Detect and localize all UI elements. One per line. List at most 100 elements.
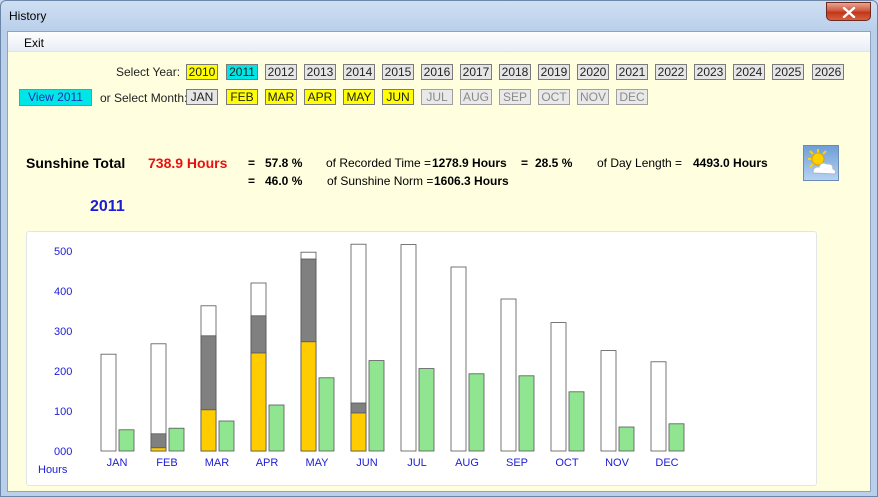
norm-bar-feb [168,427,185,452]
eq-sign-1: = [248,156,256,170]
pct-norm: 46.0 % [265,174,303,188]
eq-sign-3: = [248,174,256,188]
norm-bar-aug [468,373,485,452]
eq-sign-2: = [521,156,529,170]
month-button-sep: SEP [499,89,531,105]
select-month-label: or Select Month: [100,91,188,105]
month-button-nov: NOV [577,89,609,105]
chart-canvas: 000 100 200 300 400 500 Hours JAN FEB MAR APR MAY JU… [38,243,685,476]
norm-bar-jun [368,360,385,452]
x-tick-label-aug: AUG [455,457,479,469]
norm-label: of Sunshine Norm = [327,174,434,188]
year-button-2012[interactable]: 2012 [265,64,297,80]
close-icon [842,7,856,18]
y-axis-label: Hours [38,464,68,476]
year-button-2015[interactable]: 2015 [382,64,414,80]
month-button-jan[interactable]: JAN [186,89,218,105]
daylength-bar-aug [450,266,467,452]
year-button-2021[interactable]: 2021 [616,64,648,80]
x-tick-label-nov: NOV [605,457,630,469]
x-tick-label-dec: DEC [655,457,678,469]
y-tick-label-200: 200 [54,366,72,378]
month-button-jun[interactable]: JUN [382,89,414,105]
x-tick-label-may: MAY [305,457,329,469]
year-button-2013[interactable]: 2013 [304,64,336,80]
title-bar[interactable]: History [1,1,877,31]
year-button-2019[interactable]: 2019 [538,64,570,80]
sunshine-bar-may [300,341,317,452]
norm-bar-jan [118,429,135,452]
recorded-hours: 1278.9 Hours [432,156,507,170]
daylength-bar-dec [650,361,667,452]
month-button-mar[interactable]: MAR [265,89,297,105]
month-button-jul: JUL [421,89,453,105]
norm-bar-apr [268,404,285,452]
month-button-aug: AUG [460,89,492,105]
norm-bar-mar [218,420,235,452]
recorded-label: of Recorded Time = [326,156,432,170]
view-year-button[interactable]: View 2011 [19,89,92,106]
year-button-2022[interactable]: 2022 [655,64,687,80]
norm-bar-may [318,377,335,452]
year-button-2011[interactable]: 2011 [226,64,258,80]
daylength-bar-nov [600,350,617,452]
partly-sunny-icon[interactable] [803,145,839,181]
y-tick-label-100: 100 [54,406,72,418]
sunshine-chart: 000 100 200 300 400 500 Hours JAN FEB MAR APR MAY JU… [26,231,817,486]
year-button-2026[interactable]: 2026 [812,64,844,80]
client-area: Exit Select Year: 2010 2011 2012 2013 2014 20… [7,31,871,492]
year-button-2025[interactable]: 2025 [772,64,804,80]
x-tick-label-oct: OCT [555,457,579,469]
selected-year-heading: 2011 [90,198,125,215]
sunshine-bar-apr [250,352,267,452]
daylength-bar-jan [100,353,117,452]
x-tick-label-sep: SEP [506,457,528,469]
sunshine-bar-jun [350,412,367,452]
year-button-2023[interactable]: 2023 [694,64,726,80]
y-tick-label-500: 500 [54,246,72,258]
y-tick-label-000: 000 [54,446,72,458]
x-tick-label-apr: APR [256,457,279,469]
year-button-2014[interactable]: 2014 [343,64,375,80]
pct-recorded: 57.8 % [265,156,303,170]
norm-hours: 1606.3 Hours [434,174,509,188]
pct-day-length: 28.5 % [535,156,573,170]
menu-exit[interactable]: Exit [24,36,45,50]
month-button-oct: OCT [538,89,570,105]
year-button-2010[interactable]: 2010 [186,64,218,80]
year-button-2024[interactable]: 2024 [733,64,765,80]
norm-bar-sep [518,375,535,452]
daylength-bar-sep [500,298,517,452]
month-button-may[interactable]: MAY [343,89,375,105]
year-button-2016[interactable]: 2016 [421,64,453,80]
close-button[interactable] [826,2,871,21]
month-button-apr[interactable]: APR [304,89,336,105]
daylength-bar-oct [550,322,567,452]
year-button-2018[interactable]: 2018 [499,64,531,80]
menu-bar: Exit [8,32,870,52]
x-tick-label-jan: JAN [107,457,128,469]
y-tick-label-400: 400 [54,286,72,298]
year-button-2017[interactable]: 2017 [460,64,492,80]
norm-bar-nov [618,426,635,452]
sunshine-bar-mar [200,409,217,452]
sunshine-total-value: 738.9 Hours [148,155,228,171]
norm-bar-dec [668,423,685,452]
norm-bar-oct [568,391,585,452]
y-tick-label-300: 300 [54,326,72,338]
sunshine-total-label: Sunshine Total [26,155,126,171]
norm-bar-jul [418,368,435,452]
x-tick-label-jun: JUN [356,457,377,469]
x-tick-label-mar: MAR [205,457,230,469]
x-tick-label-jul: JUL [407,457,427,469]
day-length-label: of Day Length = [597,156,683,170]
sunshine-bar-feb [150,447,167,452]
select-year-label: Select Year: [116,65,181,79]
window-title: History [9,9,47,23]
month-button-dec: DEC [616,89,648,105]
year-button-2020[interactable]: 2020 [577,64,609,80]
daylength-bar-jul [400,244,417,452]
month-button-feb[interactable]: FEB [226,89,258,105]
x-tick-label-feb: FEB [156,457,177,469]
